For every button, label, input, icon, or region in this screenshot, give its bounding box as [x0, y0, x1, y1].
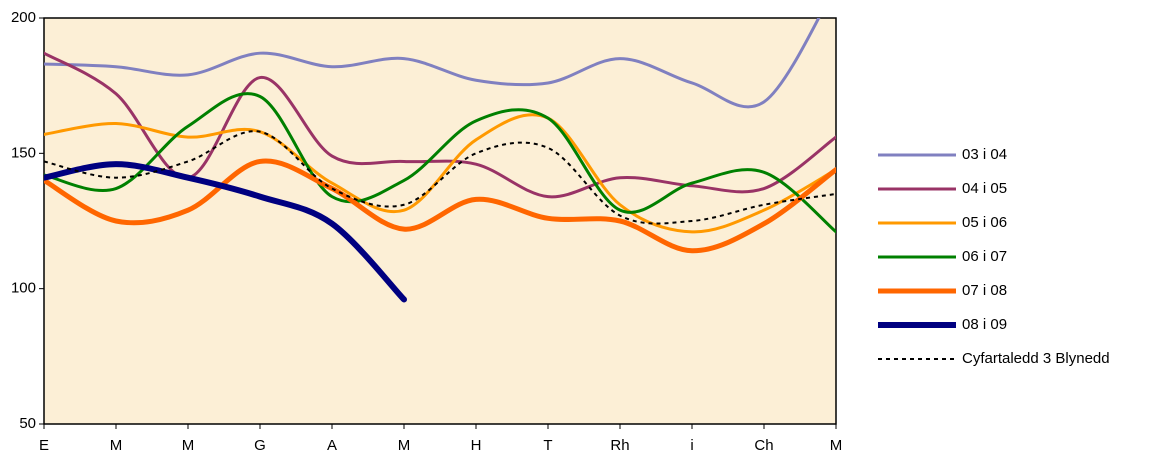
x-tick-label: M [398, 437, 411, 454]
x-tick-label: Ch [754, 437, 773, 454]
x-tick-label: Rh [610, 437, 629, 454]
legend-label: 07 i 08 [962, 282, 1007, 299]
series-line [44, 18, 821, 109]
x-tick-label: T [543, 437, 552, 454]
series-layer [44, 18, 836, 303]
series-line [44, 130, 836, 225]
x-tick-label: E [39, 437, 49, 454]
legend-label: 06 i 07 [962, 248, 1007, 265]
legend-label: 08 i 09 [962, 316, 1007, 333]
x-tick-label: M [182, 437, 195, 454]
series-line [44, 51, 836, 199]
plot-area [43, 17, 837, 425]
x-tick-label: A [327, 437, 337, 454]
x-tick-label: M [830, 437, 843, 454]
y-tick-label: 200 [11, 9, 36, 26]
series-line [44, 161, 407, 303]
x-tick-label: G [254, 437, 266, 454]
series-line [44, 113, 836, 234]
y-tick-label: 100 [11, 280, 36, 297]
y-tick-label: 50 [19, 415, 36, 432]
y-tick-label: 150 [11, 144, 36, 161]
legend-label: Cyfartaledd 3 Blynedd [962, 350, 1110, 367]
legend-label: 05 i 06 [962, 214, 1007, 231]
x-tick-label: H [471, 437, 482, 454]
x-tick-label: M [110, 437, 123, 454]
legend-label: 04 i 05 [962, 180, 1007, 197]
legend-label: 03 i 04 [962, 146, 1007, 163]
series-line [44, 92, 836, 234]
series-line [44, 158, 836, 254]
x-tick-label: i [690, 437, 693, 454]
